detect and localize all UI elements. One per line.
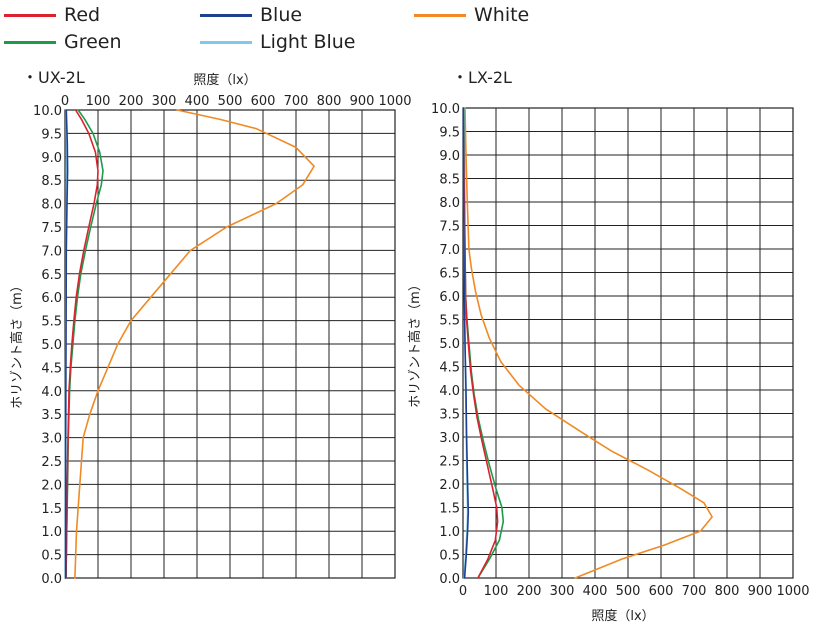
legend-item-white: White bbox=[414, 2, 529, 28]
x-tick-label: 200 bbox=[517, 584, 542, 599]
x-tick-label: 500 bbox=[616, 584, 641, 599]
legend-swatch-red bbox=[4, 13, 56, 17]
y-tick-label: 9.0 bbox=[41, 151, 62, 166]
x-tick-label: 900 bbox=[748, 584, 773, 599]
x-tick-label: 0 bbox=[61, 94, 69, 109]
y-tick-label: 1.5 bbox=[439, 502, 460, 517]
y-axis-label: ホリゾント高さ（m） bbox=[407, 278, 423, 408]
y-tick-label: 9.5 bbox=[439, 126, 460, 141]
y-tick-label: 4.5 bbox=[41, 361, 62, 376]
y-tick-label: 3.5 bbox=[41, 408, 62, 423]
y-tick-label: 3.0 bbox=[41, 432, 62, 447]
x-tick-label: 0 bbox=[459, 584, 467, 599]
y-tick-label: 2.5 bbox=[41, 455, 62, 470]
series-line-red bbox=[462, 107, 499, 579]
series-line-red bbox=[65, 109, 99, 579]
y-tick-label: 5.0 bbox=[41, 338, 62, 353]
x-axis-label: 照度（lx） bbox=[591, 608, 654, 624]
y-tick-label: 6.5 bbox=[439, 267, 460, 282]
x-tick-label: 700 bbox=[682, 584, 707, 599]
legend-item-green: Green bbox=[4, 29, 122, 55]
y-tick-label: 7.5 bbox=[439, 220, 460, 235]
y-tick-label: 3.0 bbox=[439, 431, 460, 446]
series-line-white bbox=[74, 109, 315, 579]
legend-item-blue: Blue bbox=[200, 2, 302, 28]
x-tick-label: 100 bbox=[484, 584, 509, 599]
y-tick-label: 4.5 bbox=[439, 361, 460, 376]
y-tick-label: 0.0 bbox=[439, 572, 460, 587]
x-tick-label: 900 bbox=[350, 94, 375, 109]
x-tick-label: 400 bbox=[583, 584, 608, 599]
chart-title-lx2l: ・LX-2L bbox=[452, 68, 512, 87]
y-tick-label: 4.0 bbox=[41, 385, 62, 400]
y-tick-label: 5.0 bbox=[439, 337, 460, 352]
x-tick-label: 400 bbox=[185, 94, 210, 109]
legend-swatch-blue bbox=[200, 13, 252, 17]
x-tick-label: 700 bbox=[284, 94, 309, 109]
y-tick-label: 7.5 bbox=[41, 221, 62, 236]
y-tick-label: 7.0 bbox=[439, 243, 460, 258]
y-tick-label: 8.0 bbox=[41, 198, 62, 213]
y-tick-label: 7.0 bbox=[41, 244, 62, 259]
y-tick-label: 4.0 bbox=[439, 384, 460, 399]
y-tick-label: 8.5 bbox=[41, 174, 62, 189]
x-tick-label: 300 bbox=[550, 584, 575, 599]
y-tick-label: 5.5 bbox=[41, 315, 62, 330]
y-tick-label: 0.5 bbox=[439, 549, 460, 564]
y-tick-label: 3.5 bbox=[439, 408, 460, 423]
legend-swatch-light-blue bbox=[200, 40, 252, 44]
y-tick-label: 0.0 bbox=[41, 572, 62, 587]
y-tick-label: 1.5 bbox=[41, 502, 62, 517]
y-tick-label: 1.0 bbox=[41, 525, 62, 540]
y-tick-label: 9.5 bbox=[41, 127, 62, 142]
legend-item-light-blue: Light Blue bbox=[200, 29, 356, 55]
y-tick-label: 10.0 bbox=[431, 102, 460, 117]
x-tick-label: 800 bbox=[715, 584, 740, 599]
x-tick-label: 200 bbox=[119, 94, 144, 109]
y-tick-label: 2.5 bbox=[439, 455, 460, 470]
legend-item-red: Red bbox=[4, 2, 100, 28]
y-tick-label: 9.0 bbox=[439, 149, 460, 164]
series-line-white bbox=[464, 107, 713, 579]
y-tick-label: 8.0 bbox=[439, 196, 460, 211]
y-tick-label: 2.0 bbox=[41, 478, 62, 493]
x-axis-label: 照度（lx） bbox=[193, 72, 256, 88]
y-tick-label: 2.0 bbox=[439, 478, 460, 493]
y-tick-label: 5.5 bbox=[439, 314, 460, 329]
x-tick-label: 500 bbox=[218, 94, 243, 109]
y-tick-label: 0.5 bbox=[41, 549, 62, 564]
legend-swatch-green bbox=[4, 40, 56, 44]
x-tick-label: 100 bbox=[86, 94, 111, 109]
x-tick-label: 800 bbox=[317, 94, 342, 109]
x-tick-label: 1000 bbox=[776, 584, 809, 599]
legend-label-green: Green bbox=[64, 31, 122, 53]
y-tick-label: 1.0 bbox=[439, 525, 460, 540]
y-tick-label: 6.0 bbox=[439, 290, 460, 305]
legend-label-blue: Blue bbox=[260, 4, 303, 26]
x-tick-label: 300 bbox=[152, 94, 177, 109]
y-tick-label: 8.5 bbox=[439, 173, 460, 188]
legend-swatch-white bbox=[414, 13, 466, 17]
y-axis-label: ホリゾント高さ（m） bbox=[9, 279, 25, 409]
series-line-blue bbox=[64, 109, 69, 579]
legend: Red Blue White Green Light Blue bbox=[0, 0, 822, 58]
legend-label-light-blue: Light Blue bbox=[260, 31, 356, 53]
y-tick-label: 6.0 bbox=[41, 291, 62, 306]
x-tick-label: 1000 bbox=[378, 94, 411, 109]
x-tick-label: 600 bbox=[649, 584, 674, 599]
x-tick-label: 600 bbox=[251, 94, 276, 109]
chart-title-ux2l: ・UX-2L bbox=[22, 68, 85, 87]
y-tick-label: 10.0 bbox=[33, 104, 62, 119]
plot-frame bbox=[462, 107, 794, 579]
y-tick-label: 6.5 bbox=[41, 268, 62, 283]
legend-label-white: White bbox=[474, 4, 530, 26]
legend-label-red: Red bbox=[64, 4, 101, 26]
series-line-blue bbox=[462, 107, 470, 579]
